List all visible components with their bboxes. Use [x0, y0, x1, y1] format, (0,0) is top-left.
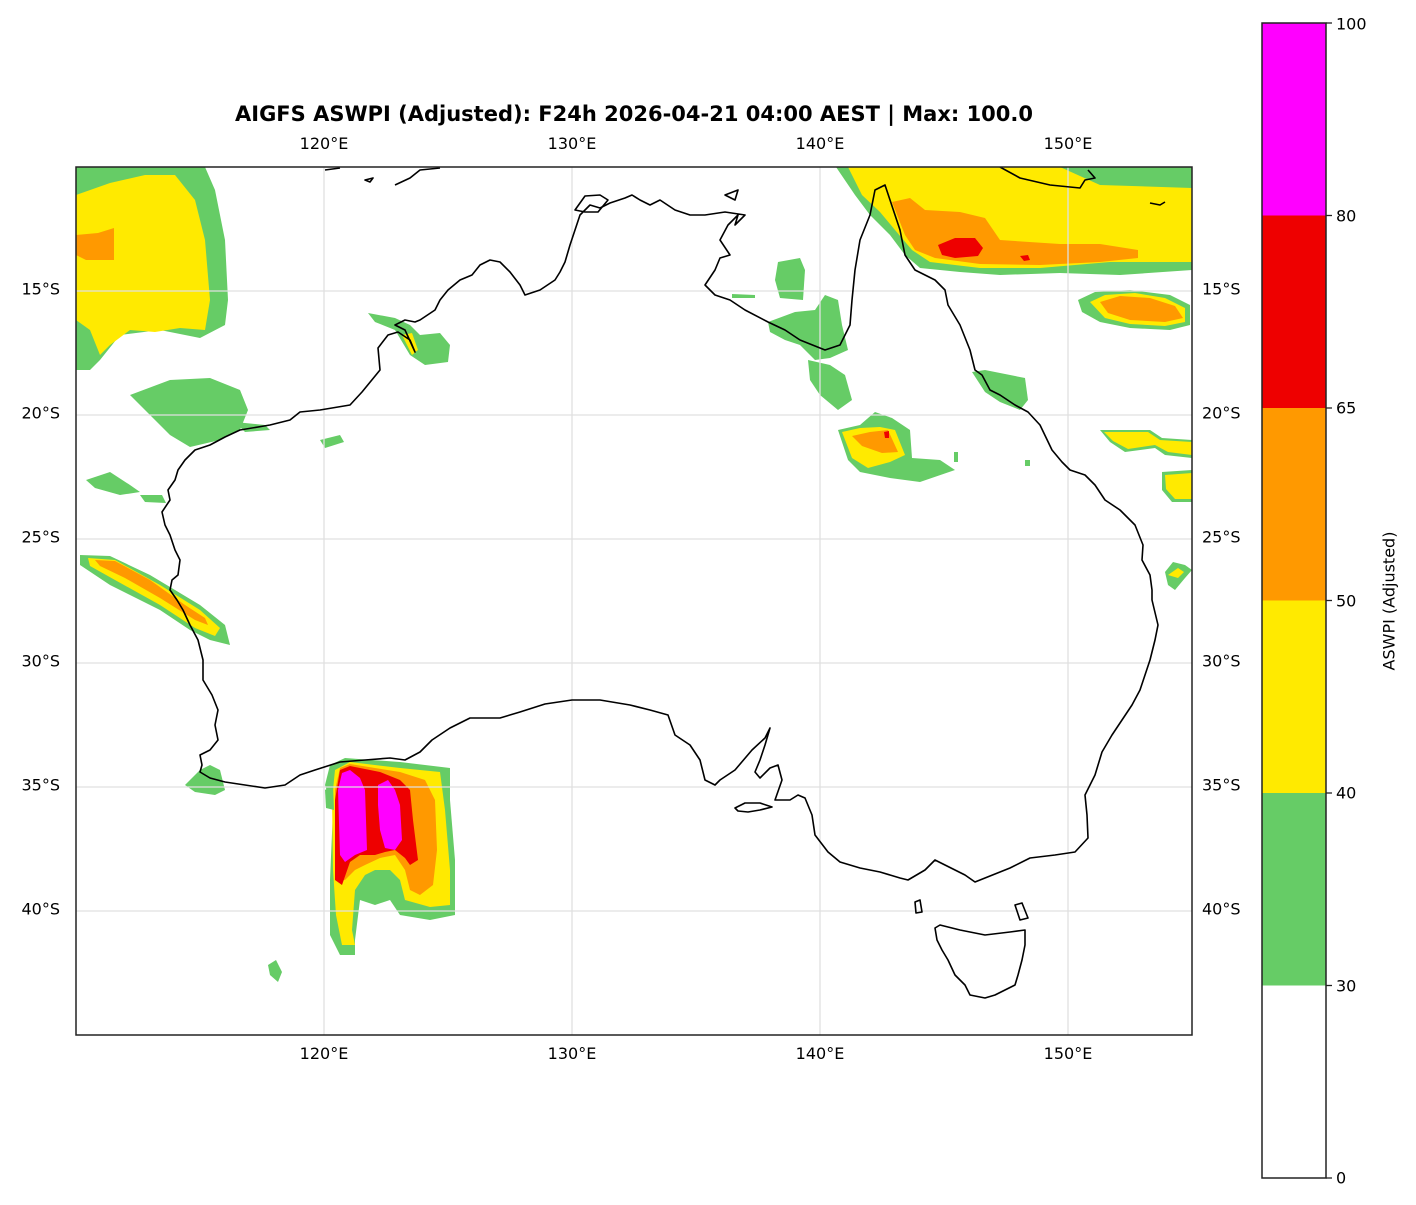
- colorbar-tick-label: 100: [1336, 14, 1367, 34]
- colorbar-segment-40-50: [1262, 600, 1326, 793]
- coastline: [161, 167, 1166, 999]
- colorbar-segment-50-65: [1262, 408, 1326, 601]
- colorbar-tick-label: 80: [1336, 206, 1357, 226]
- contour-fill-layer: [76, 167, 1192, 982]
- lon-label-bottom: 130°E: [547, 1044, 597, 1063]
- plot-frame: [75, 166, 1193, 1036]
- colorbar-segment-0-30: [1262, 985, 1326, 1178]
- lon-label-top: 140°E: [795, 134, 845, 153]
- colorbar-tick-label: 0: [1336, 1168, 1347, 1188]
- gridlines: [76, 167, 1192, 1035]
- colorbar-tick-label: 65: [1336, 398, 1357, 418]
- colorbar-tick-label: 30: [1336, 976, 1357, 996]
- colorbar-label: ASWPI (Adjusted): [1379, 531, 1399, 671]
- lon-label-top: 120°E: [299, 134, 349, 153]
- lat-label-left: 15°S: [21, 279, 60, 299]
- colorbar-tick-label: 50: [1336, 591, 1357, 611]
- lat-label-left: 40°S: [21, 899, 60, 919]
- lon-label-bottom: 150°E: [1043, 1044, 1093, 1063]
- lon-label-top: 150°E: [1043, 134, 1093, 153]
- lon-label-bottom: 140°E: [795, 1044, 845, 1063]
- colorbar-segment-30-40: [1262, 793, 1326, 986]
- lat-label-right: 40°S: [1202, 899, 1241, 919]
- lat-label-left: 25°S: [21, 527, 60, 547]
- lat-label-left: 20°S: [21, 403, 60, 423]
- colorbar-segment-80-100: [1262, 23, 1326, 216]
- lat-label-right: 35°S: [1202, 775, 1241, 795]
- lat-label-right: 15°S: [1202, 279, 1241, 299]
- colorbar: [1261, 22, 1332, 1179]
- colorbar-segment-65-80: [1262, 215, 1326, 408]
- lon-label-bottom: 120°E: [299, 1044, 349, 1063]
- lat-label-right: 20°S: [1202, 403, 1241, 423]
- lat-label-right: 30°S: [1202, 651, 1241, 671]
- chart-title: AIGFS ASWPI (Adjusted): F24h 2026-04-21 …: [235, 102, 1033, 126]
- colorbar-tick-label: 40: [1336, 783, 1357, 803]
- lat-label-left: 30°S: [21, 651, 60, 671]
- lat-label-right: 25°S: [1202, 527, 1241, 547]
- lat-label-left: 35°S: [21, 775, 60, 795]
- lon-label-top: 130°E: [547, 134, 597, 153]
